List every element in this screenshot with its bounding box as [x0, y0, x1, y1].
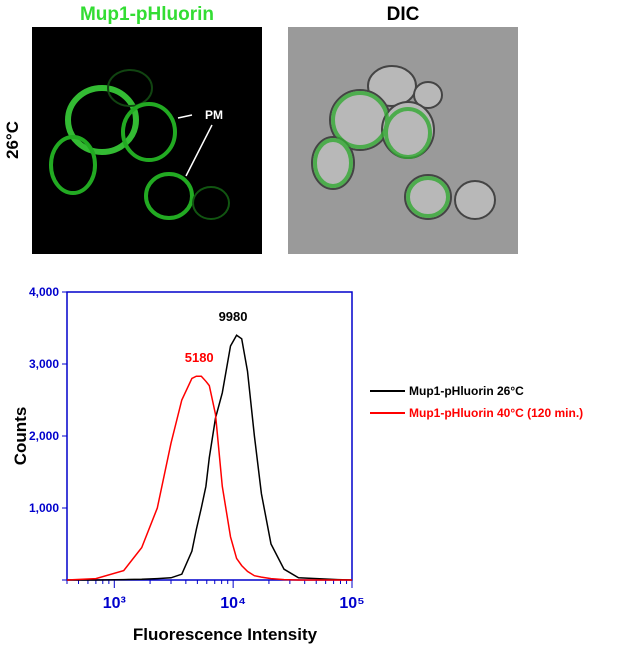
x-tick-label: 10⁴ [220, 595, 246, 612]
left-title: Mup1-pHluorin [80, 4, 214, 25]
y-tick-label: 4,000 [29, 285, 59, 299]
series-line [66, 375, 352, 581]
y-tick-label: 1,000 [29, 501, 59, 515]
series-line [67, 334, 353, 581]
histogram: Counts Fluorescence Intensity 1,000 2,000… [11, 285, 583, 644]
x-tick-label: 10³ [103, 595, 126, 612]
y-tick-label: 3,000 [29, 357, 59, 371]
plot-frame [66, 291, 353, 581]
pm-label: PM [205, 108, 223, 122]
right-title: DIC [387, 4, 420, 25]
y-tick-label: 2,000 [29, 429, 59, 443]
y-axis-title: Counts [11, 407, 30, 466]
x-tick-label: 10⁵ [339, 595, 364, 612]
legend-label: Mup1-pHluorin 26°C [409, 384, 524, 398]
fluorescence-image: PM [32, 27, 262, 254]
dic-image [288, 27, 518, 254]
legend-label: Mup1-pHluorin 40°C (120 min.) [409, 406, 583, 420]
peak-label: 5180 [185, 350, 214, 365]
row-label: 26°C [3, 121, 22, 159]
x-axis-title: Fluorescence Intensity [133, 625, 318, 644]
peak-label: 9980 [219, 309, 248, 324]
